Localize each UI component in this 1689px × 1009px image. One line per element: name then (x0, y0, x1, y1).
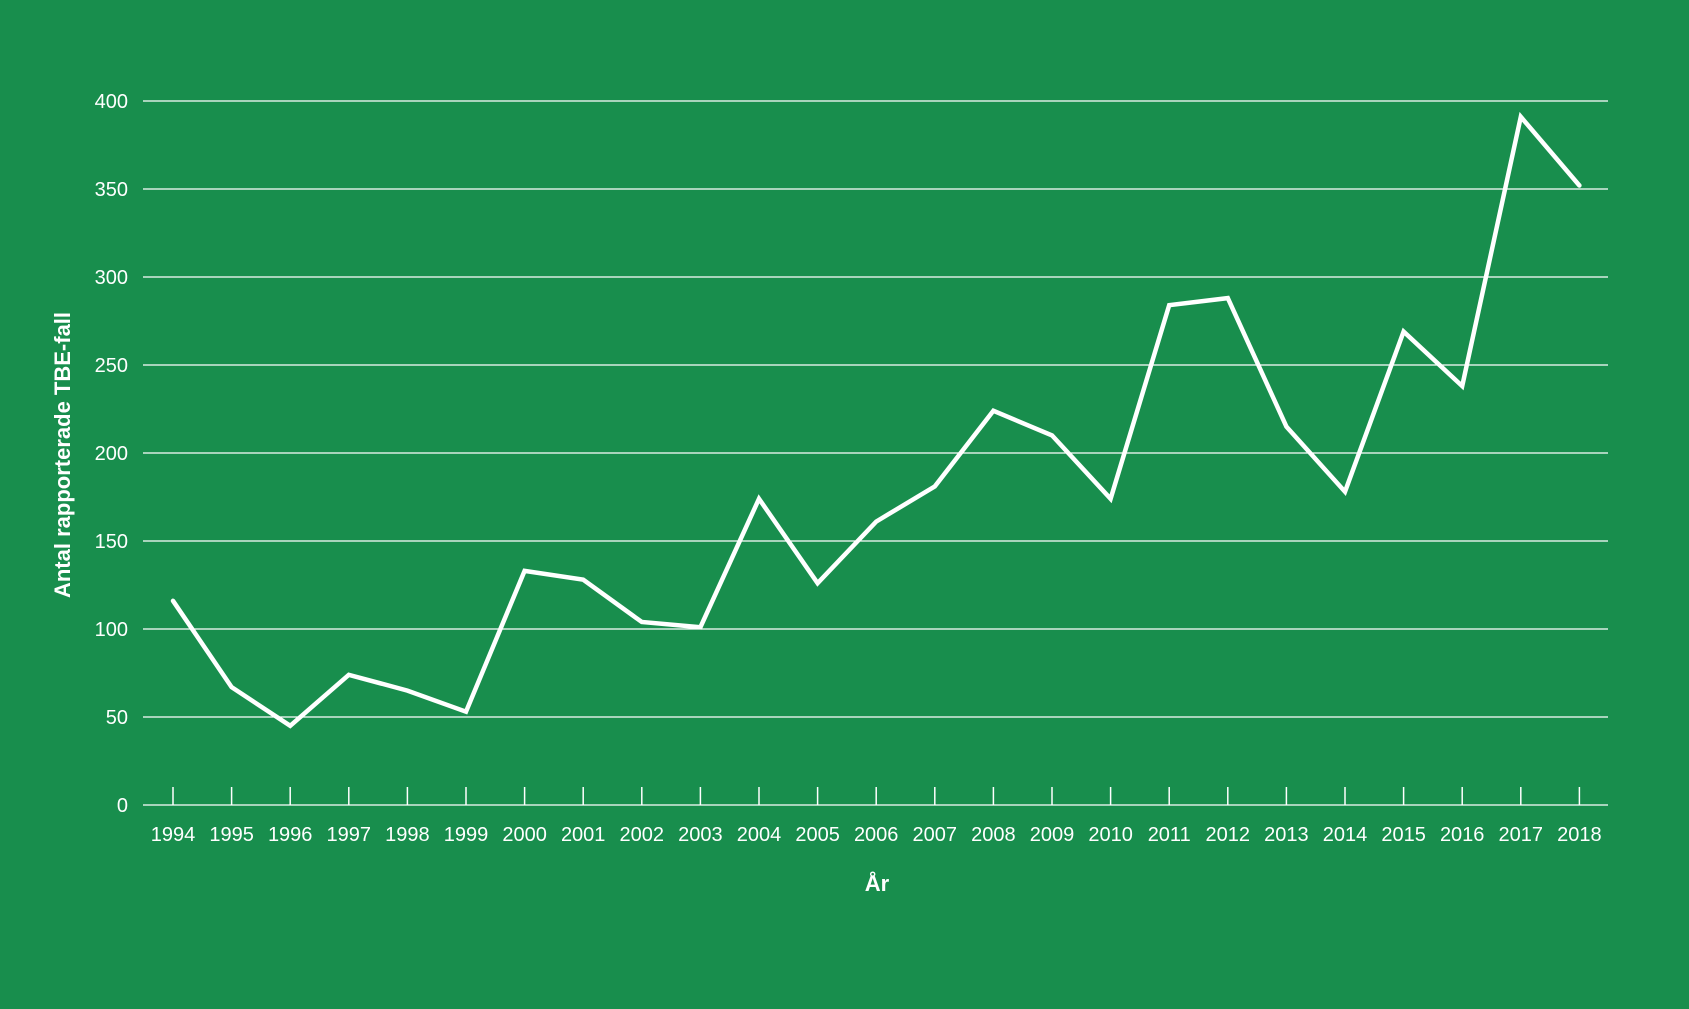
x-axis-title: År (865, 870, 890, 896)
y-axis-tick-labels: 0 50 100 150 200 250 300 350 400 (95, 91, 128, 817)
x-tick-label: 1994 (151, 824, 196, 846)
x-tick-label: 2012 (1206, 824, 1251, 846)
y-axis-title: Antal rapporterade TBE-fall (50, 312, 75, 598)
x-tick-label: 2016 (1440, 824, 1485, 846)
x-tick-label: 2014 (1323, 824, 1368, 846)
x-tick-label: 1996 (268, 824, 313, 846)
gridlines (143, 100, 1608, 806)
y-tick-label: 200 (95, 443, 128, 465)
series-line (170, 111, 1582, 729)
y-tick-label: 50 (106, 707, 128, 729)
x-axis-ticks (172, 787, 1581, 805)
y-tick-label: 300 (95, 267, 128, 289)
y-tick-label: 400 (95, 91, 128, 113)
x-tick-label: 2001 (561, 824, 606, 846)
x-tick-label: 2004 (737, 824, 782, 846)
x-tick-label: 2018 (1557, 824, 1602, 846)
x-tick-label: 2003 (678, 824, 723, 846)
y-tick-label: 150 (95, 531, 128, 553)
x-tick-label: 2015 (1381, 824, 1426, 846)
x-tick-label: 1998 (385, 824, 430, 846)
y-tick-label: 250 (95, 355, 128, 377)
y-tick-label: 350 (95, 179, 128, 201)
x-tick-label: 2010 (1088, 824, 1133, 846)
x-tick-label: 2005 (795, 824, 840, 846)
x-axis-tick-labels: 1994 1995 1996 1997 1998 1999 2000 2001 2002 2003… (151, 824, 1602, 846)
x-tick-label: 2002 (620, 824, 665, 846)
x-tick-label: 2006 (854, 824, 899, 846)
x-tick-label: 1999 (444, 824, 489, 846)
x-tick-label: 1997 (327, 824, 372, 846)
x-tick-label: 2011 (1148, 824, 1191, 846)
y-tick-label: 0 (117, 795, 128, 817)
x-tick-label: 1995 (209, 824, 254, 846)
x-tick-label: 2007 (913, 824, 958, 846)
x-tick-label: 2017 (1499, 824, 1544, 846)
x-tick-label: 2000 (502, 824, 547, 846)
x-tick-label: 2013 (1264, 824, 1309, 846)
y-tick-label: 100 (95, 619, 128, 641)
x-tick-label: 2008 (971, 824, 1016, 846)
x-tick-label: 2009 (1030, 824, 1075, 846)
